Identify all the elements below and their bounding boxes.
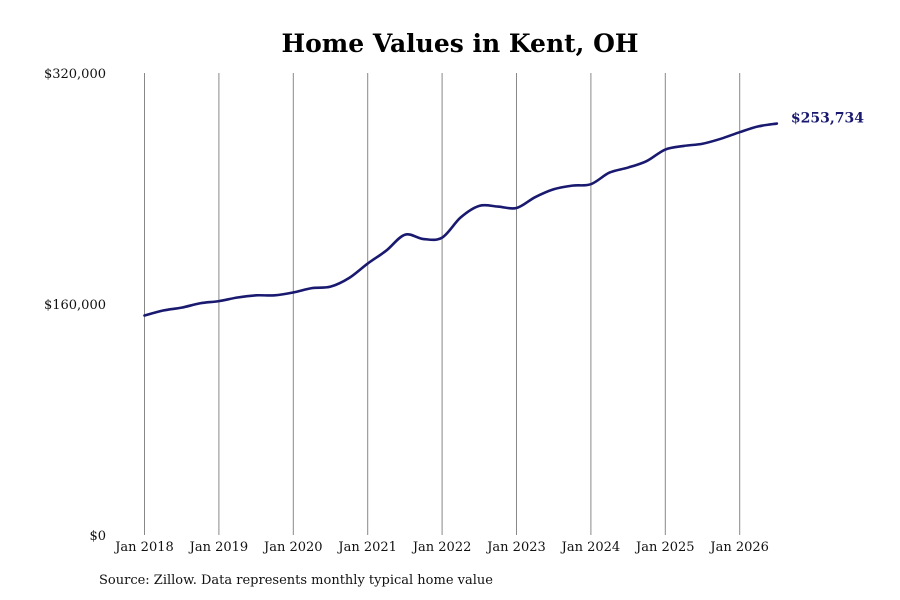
series-line xyxy=(143,122,779,317)
x-tick-label: Jan 2020 xyxy=(262,540,323,555)
y-axis-ticks: $0 $160,000 $320,000 xyxy=(44,67,106,544)
x-tick-label: Jan 2019 xyxy=(188,540,249,555)
x-axis-ticks: Jan 2018 Jan 2019 Jan 2020 Jan 2021 Jan 2022… xyxy=(113,540,769,555)
x-tick-label: Jan 2023 xyxy=(485,540,546,555)
y-tick-label: $320,000 xyxy=(44,67,106,82)
x-tick-label: Jan 2022 xyxy=(411,540,472,555)
grid-lines xyxy=(144,73,741,535)
x-tick-label: Jan 2024 xyxy=(560,540,621,555)
y-tick-label: $160,000 xyxy=(44,298,106,313)
x-tick-label: Jan 2026 xyxy=(708,540,769,555)
x-tick-label: Jan 2021 xyxy=(336,540,397,555)
x-tick-label: Jan 2018 xyxy=(113,540,174,555)
source-note: Source: Zillow. Data represents monthly … xyxy=(99,573,493,588)
x-tick-label: Jan 2025 xyxy=(634,540,695,555)
y-tick-label: $0 xyxy=(89,529,106,544)
chart-title: Home Values in Kent, OH xyxy=(281,29,638,58)
end-value-label: $253,734 xyxy=(791,111,864,127)
